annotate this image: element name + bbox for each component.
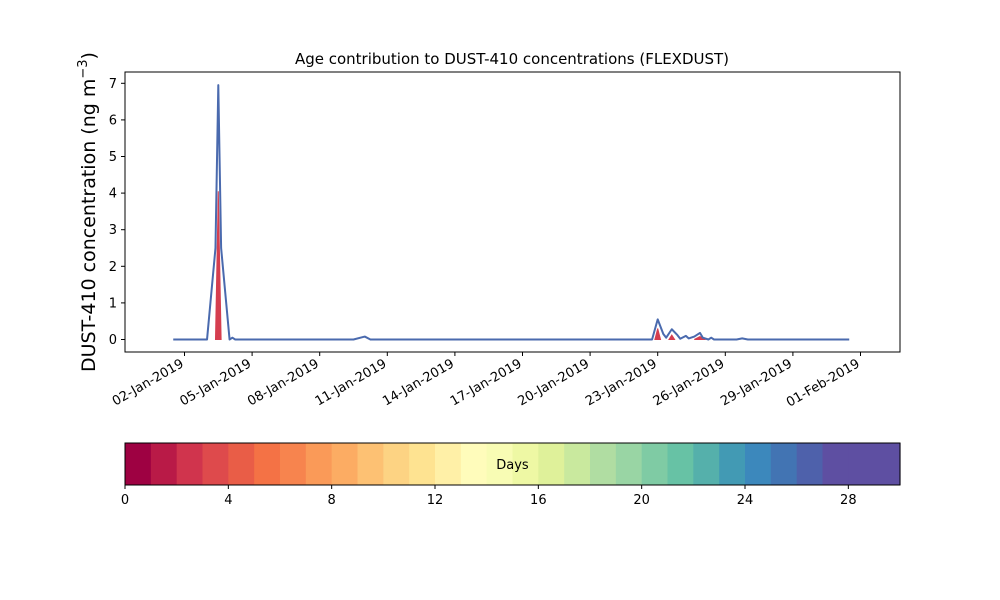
x-tick-label: 14-Jan-2019 [380,356,457,409]
colorbar-tick-label: 8 [328,493,336,508]
x-tick-label: 26-Jan-2019 [651,356,728,409]
plot-frame [124,71,901,353]
colorbar-segment [848,443,875,485]
colorbar-tick-label: 16 [530,493,547,508]
y-tick-label: 7 [109,77,117,92]
x-tick-label: 20-Jan-2019 [516,356,593,409]
x-tick-label: 17-Jan-2019 [448,356,525,409]
colorbar-segment [538,443,565,485]
x-tick-label: 01-Feb-2019 [784,356,863,410]
y-tick-label: 0 [109,333,117,348]
colorbar-segment [331,443,359,485]
y-tick-label: 4 [109,187,117,202]
colorbar-segment [228,443,255,485]
y-tick-label: 2 [109,260,117,275]
colorbar-segment [176,443,204,485]
young-age-area [668,334,676,340]
y-axis-label-superscript: −3 [76,59,91,78]
colorbar-segment [202,443,229,485]
colorbar-segment [745,443,772,485]
colorbar-segment [641,443,669,485]
colorbar-tick-label: 0 [121,493,129,508]
colorbar-segment [486,443,514,485]
colorbar-segment [770,443,798,485]
colorbar-label: Days [496,458,529,473]
colorbar-segment [150,443,178,485]
x-tick-label: 02-Jan-2019 [110,356,187,409]
svg-text:DUST-410 concentration (ng m−3: DUST-410 concentration (ng m−3) [76,52,100,372]
colorbar-segment [590,443,617,485]
colorbar-segment [125,443,152,485]
x-tick-label: 23-Jan-2019 [583,356,660,409]
x-tick-label: 05-Jan-2019 [178,356,255,409]
colorbar-segment [460,443,488,485]
colorbar-tick-label: 24 [737,493,754,508]
colorbar-tick-label: 12 [427,493,444,508]
y-tick-label: 1 [109,296,117,311]
colorbar-segment [796,443,824,485]
y-tick-label: 3 [109,223,117,238]
y-tick-label: 6 [109,113,117,128]
colorbar-segment [254,443,281,485]
colorbar-tick-label: 28 [840,493,857,508]
colorbar-segment [512,443,539,485]
colorbar-frame [124,442,901,486]
colorbar-segment [409,443,436,485]
y-tick-label: 5 [109,150,117,165]
y-axis-label-main: DUST-410 concentration (ng m [78,79,100,372]
chart-title: Age contribution to DUST-410 concentrati… [295,50,729,68]
y-axis-label-close: ) [78,52,100,59]
plot-area: 0 1 2 3 4 5 6 7 02-Jan-201905-Jan-201908-Jan-201… [109,71,901,410]
x-tick-label: 29-Jan-2019 [718,356,795,409]
colorbar-segment [667,443,694,485]
young-age-area [654,328,662,340]
colorbar-segment [564,443,591,485]
colorbar-segment [383,443,410,485]
colorbar-segment [719,443,746,485]
x-tick-label: 08-Jan-2019 [245,356,322,409]
total-concentration-line [173,84,850,341]
colorbar: 0 4 8 12 16 20 24 28 Days [121,442,901,508]
colorbar-tick-label: 4 [224,493,232,508]
colorbar-tick-label: 20 [633,493,650,508]
young-age-area [214,191,222,340]
colorbar-segment [693,443,720,485]
y-axis-label: DUST-410 concentration (ng m−3) [76,52,100,372]
colorbar-segment [305,443,333,485]
colorbar-segment [822,443,849,485]
colorbar-segment [615,443,643,485]
colorbar-segment [357,443,384,485]
colorbar-segment [280,443,307,485]
colorbar-segment [435,443,462,485]
colorbar-segment [874,443,901,485]
x-tick-label: 11-Jan-2019 [313,356,390,409]
